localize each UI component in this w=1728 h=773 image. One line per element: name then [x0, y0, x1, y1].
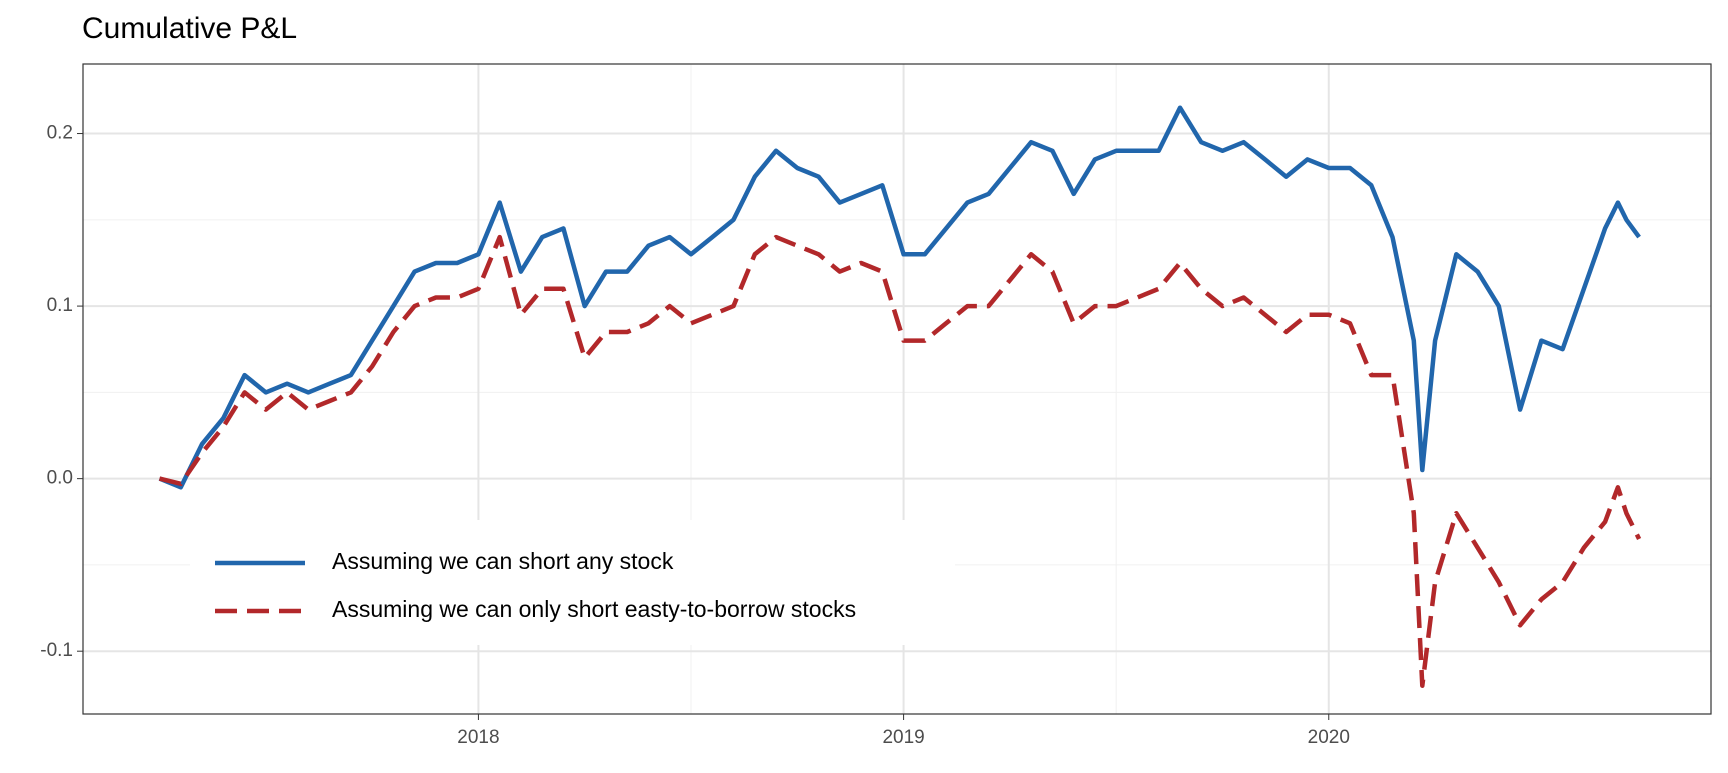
y-tick-label: 0.2 [47, 123, 73, 144]
series-line [158, 105, 1641, 490]
y-tick-label: 0.1 [47, 295, 73, 316]
legend: Assuming we can short any stock Assuming … [190, 520, 955, 645]
y-tick-label: -0.1 [40, 640, 73, 661]
x-tick-label: 2020 [1308, 727, 1350, 748]
y-tick-label: 0.0 [47, 468, 73, 489]
legend-label: Assuming we can short any stock [332, 548, 674, 574]
x-tick-label: 2018 [457, 727, 499, 748]
x-tick-label: 2019 [882, 727, 924, 748]
legend-label: Assuming we can only short easty-to-borr… [332, 596, 856, 622]
series-line [158, 234, 1642, 688]
chart-title: Cumulative P&L [82, 12, 297, 45]
legend-box [190, 520, 955, 645]
plot-border [82, 63, 1712, 715]
